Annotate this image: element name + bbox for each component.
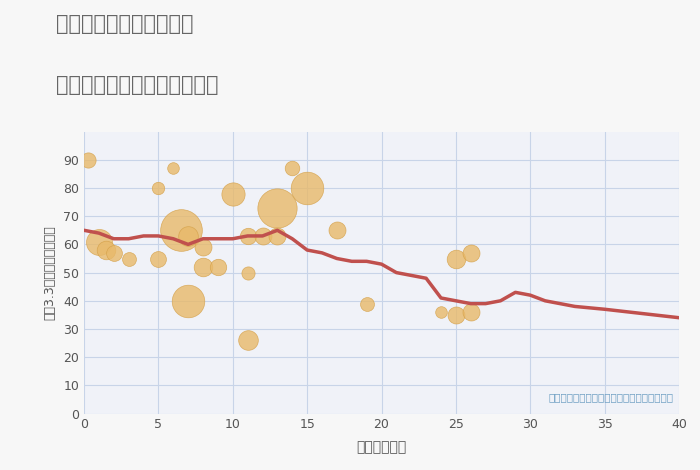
Point xyxy=(331,227,342,234)
Point xyxy=(183,297,194,305)
Point xyxy=(227,190,238,197)
Point xyxy=(272,204,283,212)
Point xyxy=(175,227,186,234)
Text: 円の大きさは、取引のあった物件面積を示す: 円の大きさは、取引のあった物件面積を示す xyxy=(548,392,673,402)
Point xyxy=(435,308,447,316)
Y-axis label: 平（3.3㎡）単価（万円）: 平（3.3㎡）単価（万円） xyxy=(43,225,56,320)
Point xyxy=(287,164,298,172)
Point xyxy=(93,238,104,245)
Point xyxy=(101,246,112,254)
Point xyxy=(153,255,164,262)
Point xyxy=(242,232,253,240)
Point xyxy=(465,249,476,257)
Point xyxy=(242,269,253,276)
Point xyxy=(212,263,223,271)
Point xyxy=(361,300,372,307)
Point xyxy=(153,184,164,192)
Point xyxy=(197,243,209,251)
Point xyxy=(465,308,476,316)
Point xyxy=(272,232,283,240)
Point xyxy=(168,164,179,172)
Point xyxy=(450,311,461,319)
Point xyxy=(197,263,209,271)
Text: 三重県松阪市嬉野宮古町: 三重県松阪市嬉野宮古町 xyxy=(56,14,193,34)
Point xyxy=(450,255,461,262)
Point xyxy=(83,156,94,164)
Point xyxy=(242,337,253,344)
X-axis label: 築年数（年）: 築年数（年） xyxy=(356,440,407,454)
Point xyxy=(123,255,134,262)
Point xyxy=(257,232,268,240)
Point xyxy=(108,249,119,257)
Point xyxy=(183,232,194,240)
Text: 築年数別中古マンション価格: 築年数別中古マンション価格 xyxy=(56,75,218,95)
Point xyxy=(302,184,313,192)
